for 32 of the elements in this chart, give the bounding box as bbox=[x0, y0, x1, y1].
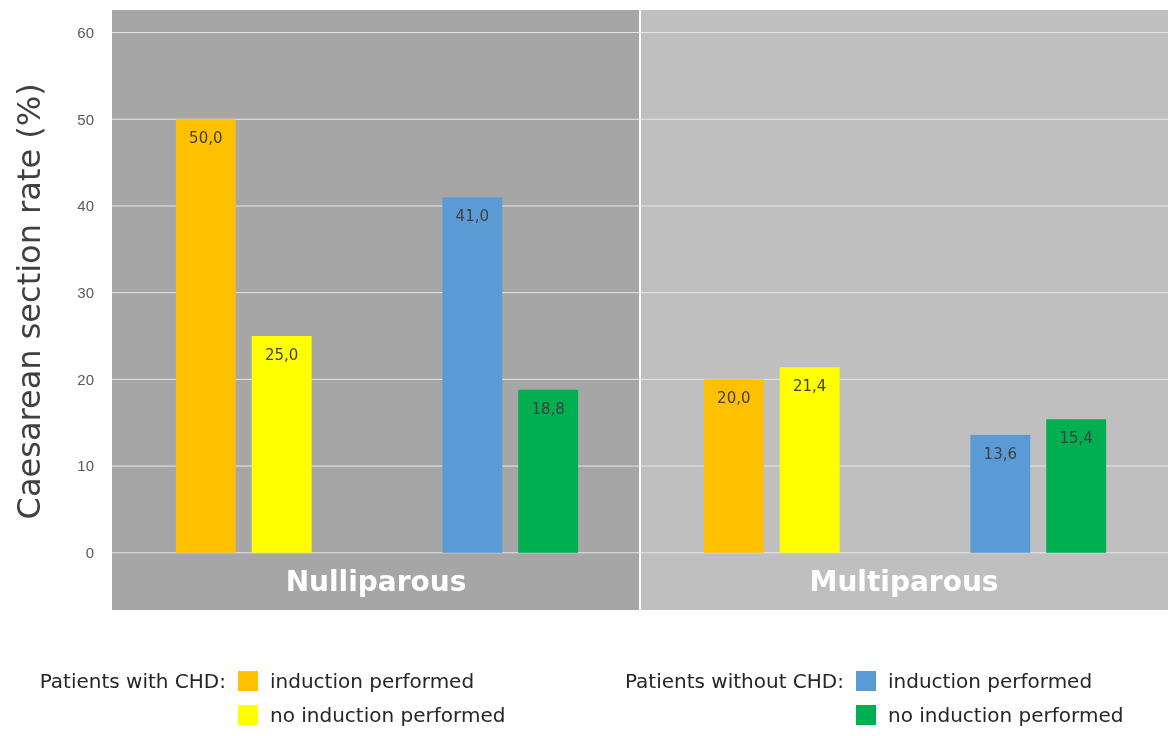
legend-label: no induction performed bbox=[270, 703, 506, 727]
data-label: 18,8 bbox=[531, 399, 565, 418]
y-tick-label: 0 bbox=[85, 544, 94, 562]
text: Patients with CHD: bbox=[39, 669, 226, 693]
y-tick-label: 10 bbox=[77, 457, 94, 475]
legend-label: no induction performed bbox=[888, 703, 1124, 727]
x-tick-label: Multiparous bbox=[809, 565, 999, 599]
y-axis-title: Caesarean section rate (%) bbox=[10, 83, 48, 520]
data-label: 50,0 bbox=[189, 129, 223, 148]
data-label: 25,0 bbox=[264, 346, 299, 365]
x-tick-label: Nulliparous bbox=[285, 565, 467, 599]
legend-label: induction performed bbox=[270, 669, 475, 693]
bar bbox=[779, 367, 840, 553]
data-label: 41,0 bbox=[455, 207, 490, 226]
data-label: 20,0 bbox=[717, 389, 751, 408]
bar bbox=[1046, 419, 1107, 553]
text: Patients without CHD: bbox=[624, 669, 844, 693]
y-tick-label: 50 bbox=[77, 110, 94, 128]
y-tick-label: 30 bbox=[77, 283, 94, 301]
bar bbox=[970, 434, 1031, 553]
bar bbox=[703, 379, 764, 553]
bar bbox=[518, 389, 579, 553]
bar bbox=[251, 336, 312, 553]
data-label: 21,4 bbox=[792, 377, 827, 396]
y-tick-label: 20 bbox=[77, 370, 94, 388]
bar bbox=[175, 119, 236, 553]
bar bbox=[442, 197, 503, 553]
y-tick-label: 60 bbox=[77, 23, 94, 41]
data-label: 13,6 bbox=[983, 444, 1018, 463]
y-tick-label: 40 bbox=[77, 197, 94, 215]
data-label: 15,4 bbox=[1059, 429, 1093, 448]
legend-label: induction performed bbox=[888, 669, 1093, 693]
